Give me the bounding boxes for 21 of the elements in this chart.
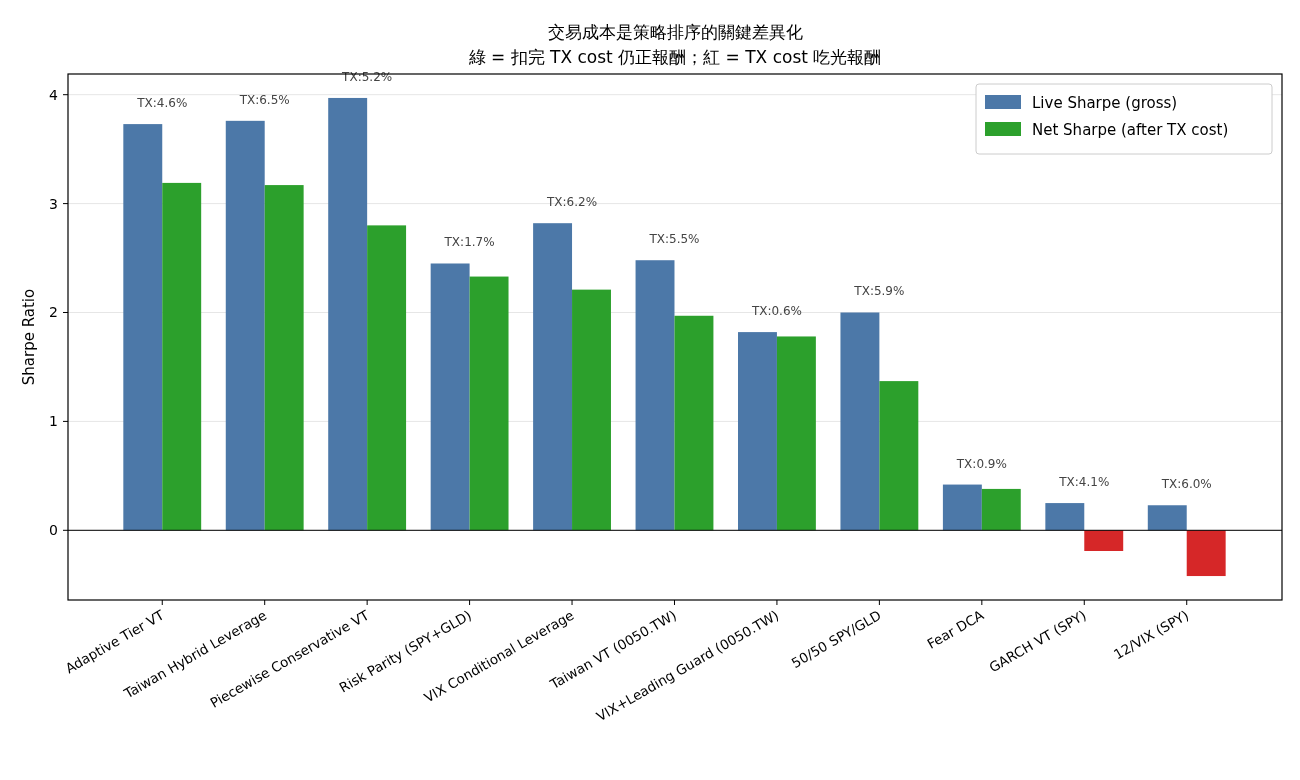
annotation: TX:6.5% xyxy=(238,92,290,107)
annotation: TX:4.1% xyxy=(1058,475,1110,490)
chart-title: 交易成本是策略排序的關鍵差異化 xyxy=(547,22,803,42)
legend-label: Live Sharpe (gross) xyxy=(1032,94,1178,112)
y-tick-label: 2 xyxy=(49,304,58,321)
annotation: TX:0.9% xyxy=(955,456,1007,471)
x-tick-label: Fear DCA xyxy=(924,606,987,652)
annotation: TX:6.0% xyxy=(1160,477,1212,492)
y-tick-label: 4 xyxy=(49,86,59,103)
y-tick-label: 0 xyxy=(49,522,58,539)
annotation: TX:6.2% xyxy=(545,195,598,210)
annotation: TX:4.6% xyxy=(136,96,188,111)
annotation: TX:5.5% xyxy=(648,232,700,247)
legend-label: Net Sharpe (after TX cost) xyxy=(1032,121,1229,139)
y-tick-label: 1 xyxy=(49,413,58,430)
y-axis-title: Sharpe Ratio xyxy=(20,288,38,386)
y-tick-label: 3 xyxy=(49,195,58,212)
chart-subtitle: 綠 = 扣完 TX cost 仍正報酬；紅 = TX cost 吃光報酬 xyxy=(467,47,882,67)
annotation: TX:1.7% xyxy=(443,235,495,250)
annotation: TX:5.9% xyxy=(853,284,905,299)
annotation: TX:0.6% xyxy=(750,304,802,319)
